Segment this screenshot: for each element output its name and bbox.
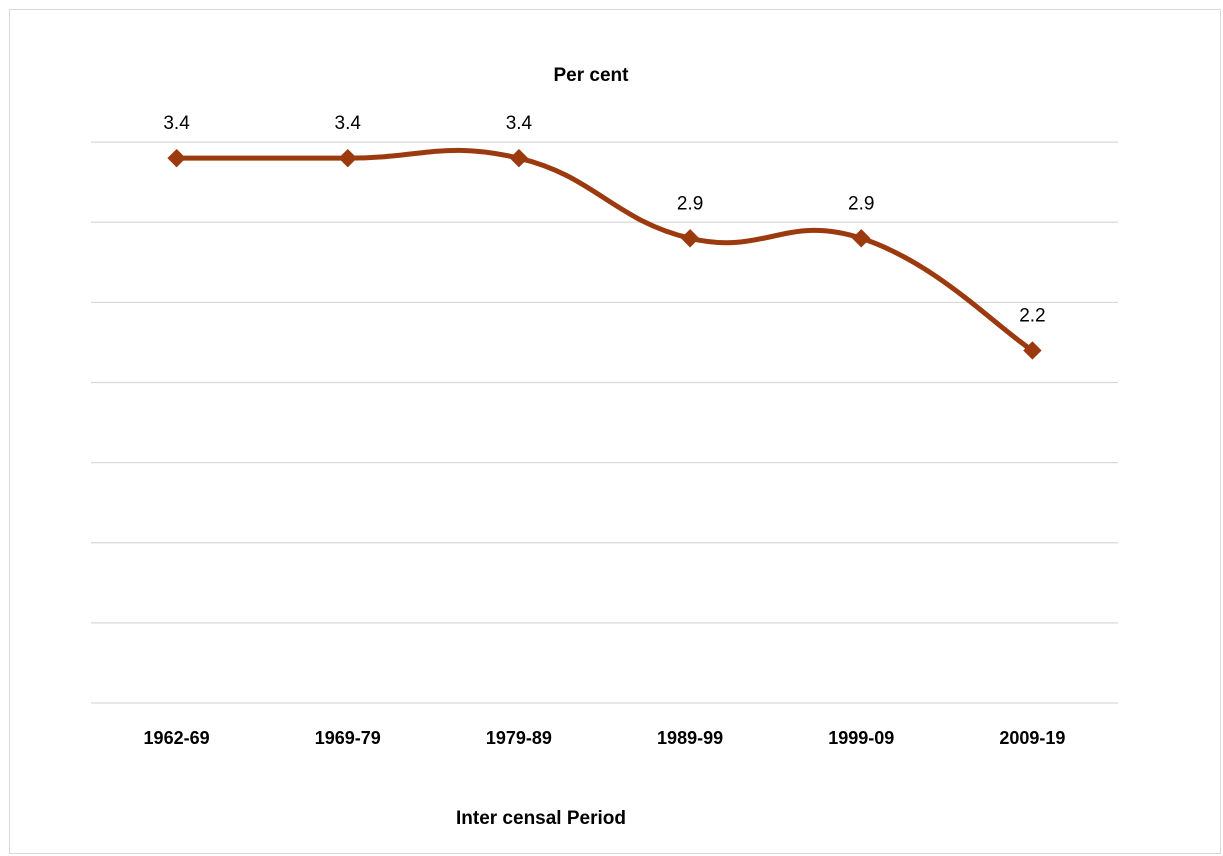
gridlines <box>91 141 1118 704</box>
data-point-marker-0 <box>167 148 186 168</box>
data-label-4: 2.9 <box>848 193 874 214</box>
x-tick-label-2: 1979-89 <box>486 728 552 748</box>
chart-area: 3.4 3.4 3.4 2.9 2.9 2.2 1962-69 1969-79 1979-89… <box>9 9 1221 854</box>
data-label-2: 3.4 <box>506 113 533 134</box>
x-tick-label-4: 1999-09 <box>828 728 894 748</box>
chart-title: Per cent <box>554 65 630 86</box>
x-tick-label-0: 1962-69 <box>144 728 210 748</box>
data-point-marker-4 <box>852 229 871 248</box>
series-line <box>174 147 1035 353</box>
data-label-3: 2.9 <box>677 193 703 214</box>
data-point-marker-2 <box>509 148 529 168</box>
data-point-marker-3 <box>680 229 700 248</box>
data-point-marker-1 <box>338 148 357 168</box>
data-label-0: 3.4 <box>163 113 190 134</box>
markers <box>167 148 1042 360</box>
x-axis-ticks: 1962-69 1969-79 1979-89 1989-99 1999-09 2009-… <box>144 728 1066 748</box>
x-tick-label-5: 2009-19 <box>999 728 1065 748</box>
data-labels: 3.4 3.4 3.4 2.9 2.9 2.2 <box>163 113 1045 326</box>
data-label-5: 2.2 <box>1019 305 1045 326</box>
data-point-marker-5 <box>1023 341 1042 360</box>
x-axis-title: Inter censal Period <box>456 808 626 829</box>
x-tick-label-3: 1989-99 <box>657 728 723 748</box>
line-chart: 3.4 3.4 3.4 2.9 2.9 2.2 1962-69 1969-79 1979-89… <box>91 65 1118 829</box>
data-label-1: 3.4 <box>335 113 362 134</box>
x-tick-label-1: 1969-79 <box>315 728 381 748</box>
